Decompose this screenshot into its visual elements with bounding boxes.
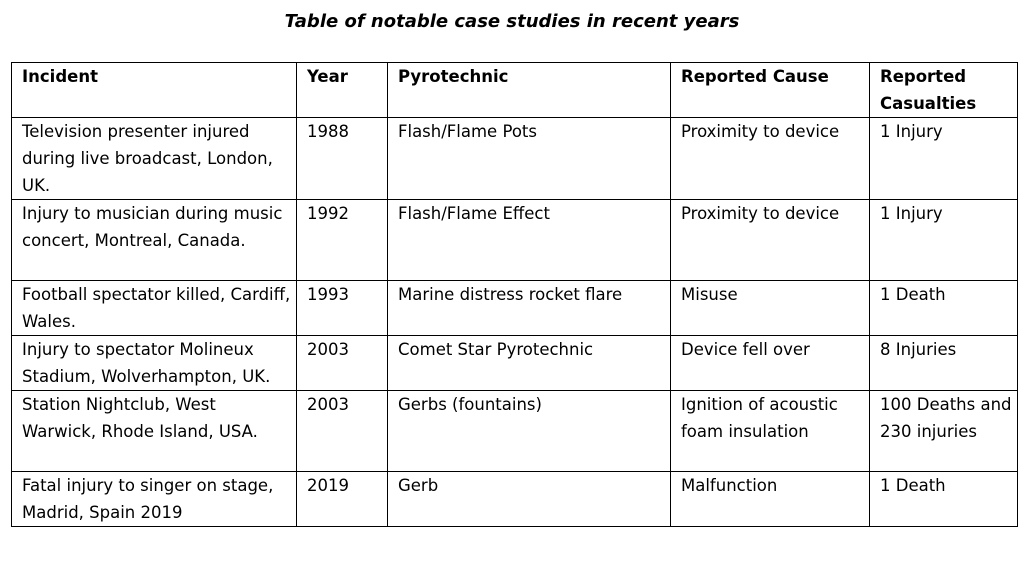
table-cell: Proximity to device	[670, 117, 870, 200]
table-cell: 1 Injury	[869, 199, 1018, 281]
table-row: Injury to spectator Molineux Stadium, Wo…	[11, 335, 1018, 391]
table-cell: Flash/Flame Effect	[387, 199, 671, 281]
table-cell: Station Nightclub, West Warwick, Rhode I…	[11, 390, 297, 472]
table-row: Football spectator killed, Cardiff, Wale…	[11, 280, 1018, 336]
table-cell: Injury to musician during music concert,…	[11, 199, 297, 281]
header-row: Incident Year Pyrotechnic Reported Cause Rep…	[11, 62, 1018, 118]
table-cell: 1 Death	[869, 471, 1018, 527]
table-body: Television presenter injured during live…	[11, 117, 1018, 527]
table-cell: Football spectator killed, Cardiff, Wale…	[11, 280, 297, 336]
table-cell: Ignition of acoustic foam insulation	[670, 390, 870, 472]
header-cell: Reported Casualties	[869, 62, 1018, 118]
table-cell: Television presenter injured during live…	[11, 117, 297, 200]
case-table: Incident Year Pyrotechnic Reported Cause Rep…	[11, 62, 1018, 527]
table-cell: Device fell over	[670, 335, 870, 391]
table-cell: Proximity to device	[670, 199, 870, 281]
table-cell: Malfunction	[670, 471, 870, 527]
header-cell: Reported Cause	[670, 62, 870, 118]
header-cell: Incident	[11, 62, 297, 118]
table-cell: 2003	[296, 335, 388, 391]
table-cell: 2019	[296, 471, 388, 527]
table-title: Table of notable case studies in recent …	[284, 11, 740, 32]
table-cell: Misuse	[670, 280, 870, 336]
table-cell: 1992	[296, 199, 388, 281]
table-cell: 1988	[296, 117, 388, 200]
table-cell: 100 Deaths and 230 injuries	[869, 390, 1018, 472]
header-cell: Year	[296, 62, 388, 118]
table-cell: 8 Injuries	[869, 335, 1018, 391]
table-row: Fatal injury to singer on stage, Madrid,…	[11, 471, 1018, 527]
table-cell: Gerb	[387, 471, 671, 527]
table-cell: Marine distress rocket flare	[387, 280, 671, 336]
header-cell: Pyrotechnic	[387, 62, 671, 118]
table-cell: 2003	[296, 390, 388, 472]
table-row: Injury to musician during music concert,…	[11, 199, 1018, 281]
table-cell: 1 Death	[869, 280, 1018, 336]
table-row: Station Nightclub, West Warwick, Rhode I…	[11, 390, 1018, 472]
table-cell: Flash/Flame Pots	[387, 117, 671, 200]
table-cell: Comet Star Pyrotechnic	[387, 335, 671, 391]
table-row: Television presenter injured during live…	[11, 117, 1018, 200]
table-cell: Injury to spectator Molineux Stadium, Wo…	[11, 335, 297, 391]
table-cell: 1 Injury	[869, 117, 1018, 200]
table-cell: Fatal injury to singer on stage, Madrid,…	[11, 471, 297, 527]
table-cell: 1993	[296, 280, 388, 336]
table-cell: Gerbs (fountains)	[387, 390, 671, 472]
